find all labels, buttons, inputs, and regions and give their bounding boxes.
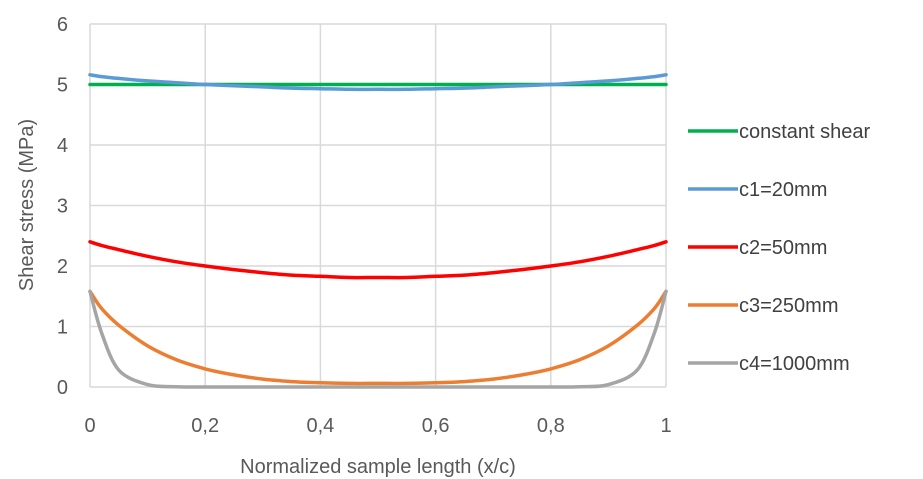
y-tick-label: 1	[57, 317, 68, 339]
legend: constant shear c1=20mm c2=50mm c3=250mm c4=1…	[688, 121, 871, 375]
x-tick-label: 0,6	[422, 415, 450, 437]
y-tick-label: 2	[57, 256, 68, 278]
legend-entry: c2=50mm	[688, 237, 827, 259]
y-tick-label: 3	[57, 196, 68, 218]
grid	[89, 23, 667, 388]
x-axis-ticks: 0 0,2 0,4 0,6 0,8 1	[84, 415, 671, 437]
series-line-4	[88, 289, 668, 386]
x-tick-label: 0,4	[306, 415, 334, 437]
legend-label: c3=250mm	[739, 295, 839, 317]
series-line-2	[88, 73, 668, 92]
legend-label: c4=1000mm	[739, 353, 850, 375]
y-tick-label: 4	[57, 135, 68, 157]
y-axis-title: Shear stress (MPa)	[16, 119, 38, 291]
y-axis-ticks: 0 1 2 3 4 5 6	[57, 14, 68, 399]
series-line-3	[88, 240, 668, 280]
x-tick-label: 0,8	[537, 415, 565, 437]
x-tick-label: 0,2	[191, 415, 219, 437]
legend-entry: c4=1000mm	[688, 353, 850, 375]
legend-entry: c3=250mm	[688, 295, 839, 317]
y-tick-label: 0	[57, 377, 68, 399]
legend-label: c1=20mm	[739, 179, 827, 201]
x-tick-label: 1	[660, 415, 671, 437]
legend-label: c2=50mm	[739, 237, 827, 259]
y-tick-label: 6	[57, 14, 68, 36]
series-lines	[88, 73, 668, 389]
legend-entry: c1=20mm	[688, 179, 827, 201]
legend-label: constant shear	[739, 121, 871, 143]
series-line-5	[88, 289, 668, 389]
y-tick-label: 5	[57, 75, 68, 97]
x-axis-title: Normalized sample length (x/c)	[240, 456, 516, 478]
legend-entry: constant shear	[688, 121, 871, 143]
x-tick-label: 0	[84, 415, 95, 437]
